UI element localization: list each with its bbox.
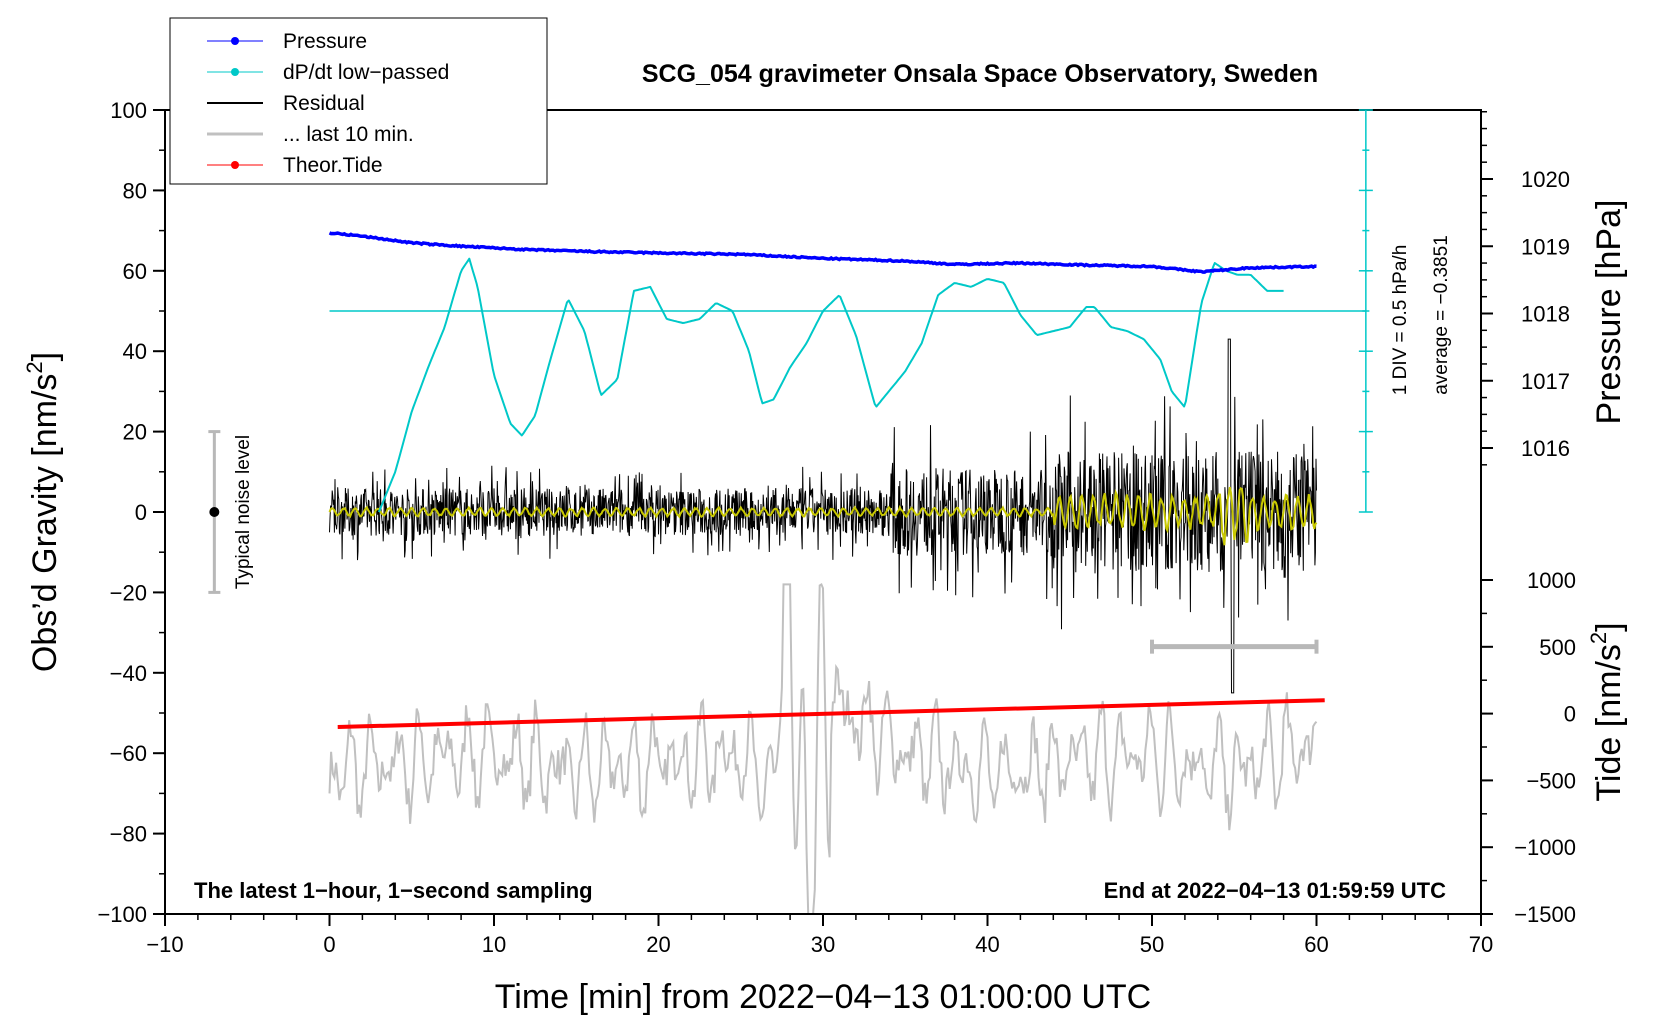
x-tick-label: 20 bbox=[646, 932, 670, 957]
x-axis: −10 0 10 20 30 40 50 60 70 bbox=[146, 914, 1493, 957]
legend-box bbox=[169, 17, 548, 185]
pressure-tick-label: 1018 bbox=[1521, 302, 1570, 327]
pressure-tick-label: 1019 bbox=[1521, 234, 1570, 259]
legend-label: Pressure bbox=[283, 30, 367, 53]
pressure-tick-label: 1016 bbox=[1521, 436, 1570, 461]
last-10-min-range-bar bbox=[1150, 639, 1319, 654]
tide-tick-label: −500 bbox=[1526, 768, 1576, 793]
x-tick-label: 50 bbox=[1140, 932, 1164, 957]
y-tick-label: 60 bbox=[123, 259, 147, 284]
tide-tick-label: 1000 bbox=[1527, 568, 1576, 593]
scale-bar-label: 1 DIV = 0.5 hPa/h bbox=[1390, 245, 1411, 396]
series-layer bbox=[328, 231, 1366, 915]
y-tick-label: 40 bbox=[123, 339, 147, 364]
y-tick-label: −60 bbox=[110, 741, 147, 766]
y-tick-label: 100 bbox=[110, 98, 147, 123]
tide-tick-label: 0 bbox=[1564, 702, 1576, 727]
y-tick-label: −100 bbox=[97, 902, 147, 927]
x-tick-label: 10 bbox=[482, 932, 506, 957]
x-tick-label: 0 bbox=[323, 932, 335, 957]
tide-tick-label: −1000 bbox=[1514, 835, 1576, 860]
y-axis-main-title: Obs’d Gravity [nm/s2] bbox=[22, 352, 64, 672]
series-last10-line bbox=[328, 582, 1318, 915]
series-pressure-line bbox=[328, 231, 1317, 274]
noise-bar-center-dot bbox=[209, 507, 220, 517]
chart-title: SCG_054 gravimeter Onsala Space Observat… bbox=[642, 60, 1318, 88]
x-axis-title: Time [min] from 2022−04−13 01:00:00 UTC bbox=[495, 978, 1151, 1016]
y-tick-label: −20 bbox=[110, 580, 147, 605]
legend-swatch-dot bbox=[231, 68, 239, 76]
series-yellow-filtered-line bbox=[328, 486, 1318, 546]
legend-label: Theor.Tide bbox=[283, 154, 383, 177]
annotation-right: End at 2022−04−13 01:59:59 UTC bbox=[1104, 878, 1447, 903]
noise-level-label: Typical noise level bbox=[233, 435, 254, 589]
noise-level-bar bbox=[208, 430, 221, 594]
legend: Pressure dP/dt low−passed Residual ... last… bbox=[169, 17, 548, 185]
y-tick-label: 0 bbox=[135, 500, 147, 525]
y-axis-tide-title: Tide [nm/s2] bbox=[1586, 622, 1628, 801]
y-tick-label: −40 bbox=[110, 661, 147, 686]
pressure-tick-label: 1020 bbox=[1521, 167, 1570, 192]
tide-tick-label: 500 bbox=[1539, 635, 1576, 660]
y-axis-tide: 1000 500 0 −500 −1000 −1500 bbox=[1481, 568, 1576, 927]
tide-tick-label: −1500 bbox=[1514, 902, 1576, 927]
y-tick-label: 80 bbox=[123, 178, 147, 203]
x-tick-label: 70 bbox=[1469, 932, 1493, 957]
legend-label: dP/dt low−passed bbox=[283, 61, 449, 84]
legend-label: ... last 10 min. bbox=[283, 123, 414, 146]
x-tick-label: 30 bbox=[811, 932, 835, 957]
legend-label: Residual bbox=[283, 92, 365, 115]
x-tick-label: 40 bbox=[975, 932, 999, 957]
x-tick-label: 60 bbox=[1304, 932, 1328, 957]
x-tick-label: −10 bbox=[146, 932, 183, 957]
y-axis-pressure-title: Pressure [hPa] bbox=[1590, 200, 1628, 425]
legend-swatch-dot bbox=[231, 37, 239, 45]
legend-swatch-dot bbox=[231, 161, 239, 169]
y-axis-main: 100 80 60 40 20 0 −20 −40 −60 −80 −100 bbox=[97, 98, 165, 927]
pressure-tick-label: 1017 bbox=[1521, 369, 1570, 394]
y-axis-pressure: 1020 1019 1018 1017 1016 bbox=[1481, 111, 1570, 466]
y-tick-label: 20 bbox=[123, 420, 147, 445]
series-tide-line bbox=[337, 698, 1325, 729]
series-residual-line bbox=[329, 338, 1317, 694]
average-label: average = −0.3851 bbox=[1431, 235, 1452, 395]
y-tick-label: −80 bbox=[110, 822, 147, 847]
dpdt-scale-bar bbox=[1358, 109, 1373, 513]
series-dpdt-line bbox=[377, 257, 1284, 513]
annotation-left: The latest 1−hour, 1−second sampling bbox=[194, 878, 593, 903]
